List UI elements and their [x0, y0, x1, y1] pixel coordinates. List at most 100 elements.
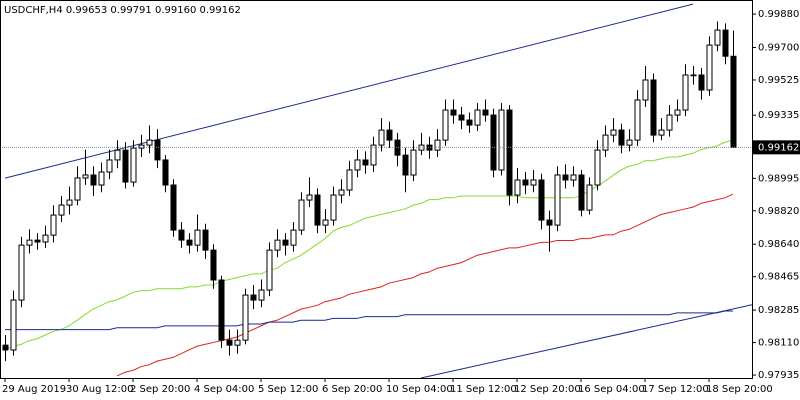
candle-body: [402, 154, 409, 176]
candle-body: [210, 249, 217, 281]
candle-body: [234, 339, 241, 346]
candle-body: [562, 174, 569, 181]
candle-body: [666, 114, 673, 131]
candle-body: [730, 55, 737, 148]
candle-body: [418, 144, 425, 151]
chart-header: USDCHF,H4 0.99653 0.99791 0.99160 0.9916…: [4, 5, 241, 16]
y-tick-label: 0.98110: [758, 338, 799, 349]
candle-body: [122, 149, 129, 183]
open-value: 0.99653: [66, 5, 107, 16]
plot-area: [0, 3, 753, 379]
candle-body: [330, 194, 337, 221]
candle-body: [306, 194, 313, 201]
candle-body: [2, 344, 9, 351]
candle-body: [282, 239, 289, 246]
candle-body: [250, 294, 257, 301]
y-tick-label: 0.98285: [758, 305, 799, 316]
y-tick-label: 0.99700: [758, 43, 799, 54]
candle-body: [602, 134, 609, 151]
candle-body: [466, 119, 473, 126]
candle-body: [338, 189, 345, 196]
candle-body: [722, 29, 729, 57]
x-tick-label: 6 Sep 20:00: [322, 384, 382, 395]
candle-body: [162, 159, 169, 186]
candle-body: [658, 129, 665, 136]
x-tick-label: 2 Sep 20:00: [130, 384, 190, 395]
candle-body: [154, 139, 161, 161]
candle-body: [90, 174, 97, 186]
candle-body: [138, 144, 145, 149]
close-value: 0.99162: [200, 5, 241, 16]
candle-body: [386, 129, 393, 141]
candle-body: [706, 44, 713, 91]
x-tick-label: 10 Sep 04:00: [386, 384, 453, 395]
candle-body: [626, 139, 633, 146]
y-tick-label: 0.98820: [758, 206, 799, 217]
candle-body: [410, 149, 417, 176]
x-tick-label: 16 Sep 04:00: [578, 384, 645, 395]
candle-body: [482, 109, 489, 116]
candle-body: [42, 234, 49, 243]
x-tick-label: 18 Sep 20:00: [706, 384, 773, 395]
candle-body: [378, 129, 385, 146]
candle-body: [514, 179, 521, 196]
candle-body: [106, 159, 113, 173]
trendline: [4, 3, 694, 179]
candle-body: [322, 219, 329, 226]
candle-body: [530, 179, 537, 186]
candle-body: [554, 174, 561, 226]
candle-body: [506, 109, 513, 196]
candle-body: [82, 174, 89, 179]
candle-body: [266, 249, 273, 291]
candle-body: [178, 229, 185, 241]
candle-body: [714, 29, 721, 46]
candle-body: [226, 339, 233, 346]
x-tick-label: 30 Aug 12:00: [66, 384, 133, 395]
candle-body: [114, 149, 121, 161]
x-tick-label: 5 Sep 12:00: [258, 384, 318, 395]
candle-body: [634, 99, 641, 141]
candle-body: [202, 229, 209, 251]
price-label: 0.99162: [758, 142, 799, 153]
candle-body: [594, 149, 601, 186]
candle-body: [370, 144, 377, 166]
plot-frame: [0, 0, 753, 379]
candle-body: [674, 109, 681, 116]
candle-body: [538, 179, 545, 221]
candle-body: [274, 239, 281, 251]
candle-body: [498, 109, 505, 171]
candle-body: [682, 74, 689, 111]
trendline: [420, 304, 753, 379]
candle-body: [10, 299, 17, 351]
candle-body: [98, 171, 105, 186]
candle-body: [194, 229, 201, 246]
candle-body: [50, 214, 57, 236]
candle-body: [58, 204, 65, 216]
candle-body: [578, 174, 585, 211]
high-value: 0.99791: [110, 5, 151, 16]
moving-average: [5, 310, 733, 331]
low-value: 0.99160: [155, 5, 196, 16]
candle-body: [650, 79, 657, 136]
candle-body: [130, 147, 137, 183]
candle-body: [426, 144, 433, 151]
candle-body: [618, 129, 625, 146]
candle-body: [298, 199, 305, 231]
y-tick-label: 0.98995: [758, 173, 799, 184]
candle-body: [458, 114, 465, 121]
candle-body: [218, 279, 225, 341]
candle-body: [314, 194, 321, 226]
candle-body: [442, 109, 449, 141]
candle-body: [66, 199, 73, 206]
x-tick-label: 29 Aug 2019: [2, 384, 66, 395]
x-tick-label: 11 Sep 12:00: [450, 384, 517, 395]
x-tick-label: 12 Sep 20:00: [514, 384, 581, 395]
candle-body: [394, 139, 401, 156]
candle-body: [242, 294, 249, 341]
y-tick-label: 0.99335: [758, 110, 799, 121]
y-tick-label: 0.99880: [758, 9, 799, 20]
candle-body: [18, 244, 25, 301]
candle-body: [690, 74, 697, 77]
moving-average: [4, 139, 734, 351]
